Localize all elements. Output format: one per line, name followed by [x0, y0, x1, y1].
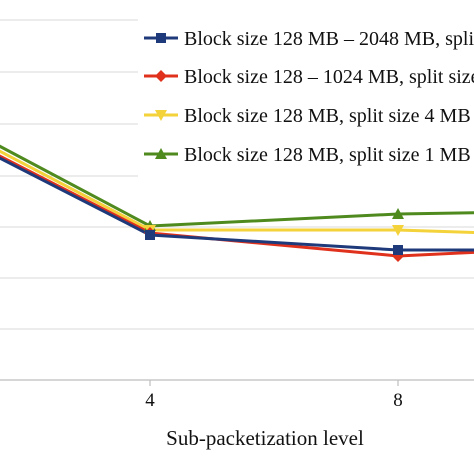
- series-line: [0, 144, 474, 228]
- legend-marker: [155, 70, 167, 82]
- series-line: [0, 154, 474, 258]
- legend-marker: [156, 33, 166, 43]
- legend-label: Block size 128 MB, split size 1 MB: [184, 144, 471, 166]
- data-point: [392, 208, 404, 219]
- series-lines: [0, 144, 474, 258]
- legend-label: Block size 128 – 1024 MB, split size: [184, 66, 474, 88]
- legend-marker: [155, 110, 167, 121]
- x-tick-label: 4: [145, 390, 155, 411]
- legend-label: Block size 128 MB, split size 4 MB: [184, 105, 471, 127]
- data-point: [145, 230, 155, 240]
- x-tick-label: 8: [393, 390, 403, 411]
- legend-box: [138, 14, 474, 202]
- series-line: [0, 149, 474, 234]
- legend-label: Block size 128 MB – 2048 MB, split size: [184, 28, 474, 50]
- legend-marker: [155, 148, 167, 159]
- legend: Block size 128 MB – 2048 MB, split size B…: [138, 14, 474, 202]
- data-point: [392, 225, 404, 236]
- series-line: [0, 156, 474, 252]
- x-axis-label: Sub-packetization level: [166, 426, 364, 450]
- data-point: [393, 245, 403, 255]
- series-markers: [144, 208, 404, 262]
